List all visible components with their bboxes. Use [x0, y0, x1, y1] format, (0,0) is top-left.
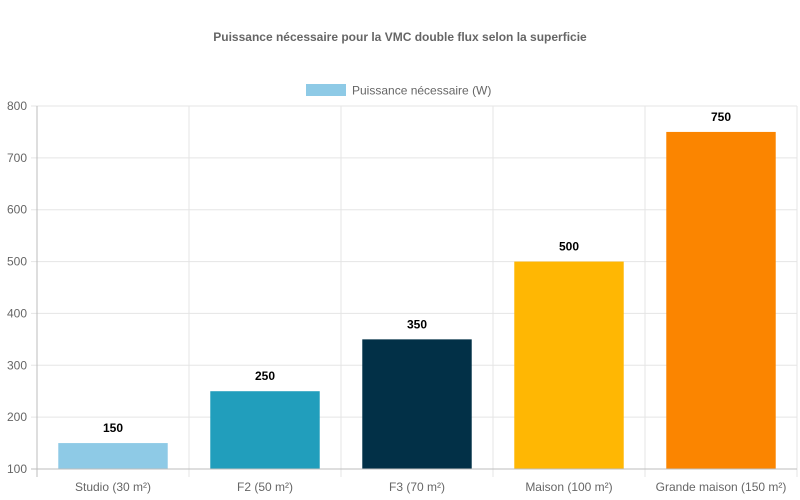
- bars: [58, 131, 776, 469]
- x-tick-label: F3 (70 m²): [389, 480, 445, 494]
- data-label: 250: [255, 369, 275, 383]
- bar[interactable]: [58, 443, 168, 469]
- bar[interactable]: [666, 131, 776, 469]
- y-tick-label: 400: [7, 306, 27, 320]
- y-tick-label: 600: [7, 203, 27, 217]
- labels: 100 200 300 400 500 600 700 800 150 Studio (30 m²…: [7, 99, 786, 494]
- x-tick-label: Maison (100 m²): [525, 480, 612, 494]
- x-tick-label: Studio (30 m²): [75, 480, 151, 494]
- legend[interactable]: Puissance nécessaire (W): [306, 84, 491, 98]
- gridlines: [31, 105, 798, 477]
- data-label: 750: [711, 110, 731, 124]
- data-label: 500: [559, 240, 579, 254]
- y-tick-label: 800: [7, 99, 27, 113]
- y-tick-label: 300: [7, 358, 27, 372]
- legend-label: Puissance nécessaire (W): [352, 84, 491, 98]
- x-tick-label: F2 (50 m²): [237, 480, 293, 494]
- data-label: 150: [103, 421, 123, 435]
- bar[interactable]: [514, 261, 624, 469]
- data-label: 350: [407, 317, 427, 331]
- x-tick-label: Grande maison (150 m²): [656, 480, 787, 494]
- bar[interactable]: [210, 391, 320, 469]
- axes: [31, 106, 797, 477]
- y-tick-label: 700: [7, 151, 27, 165]
- y-tick-label: 200: [7, 410, 27, 424]
- chart-title: Puissance nécessaire pour la VMC double …: [213, 30, 587, 44]
- y-tick-label: 100: [7, 462, 27, 476]
- bar[interactable]: [362, 339, 472, 469]
- y-tick-label: 500: [7, 255, 27, 269]
- legend-swatch: [306, 84, 346, 96]
